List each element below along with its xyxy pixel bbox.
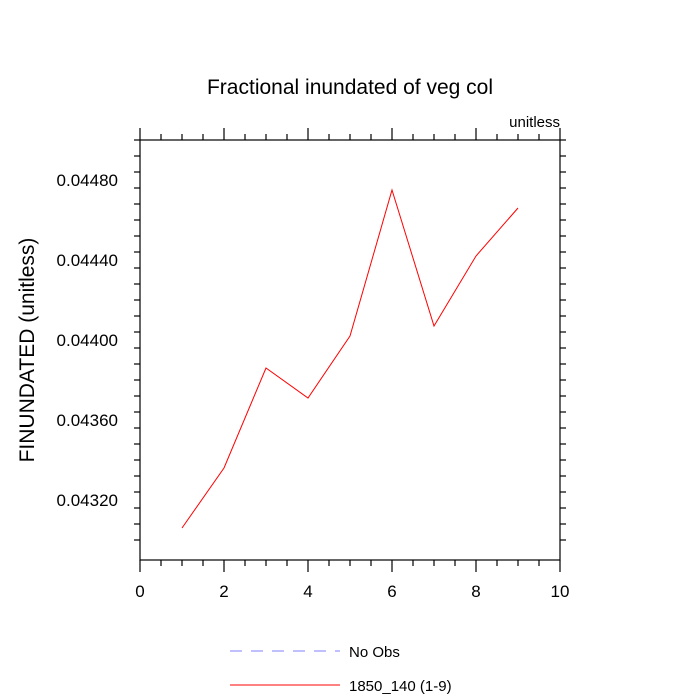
chart-title: Fractional inundated of veg col: [207, 76, 493, 99]
plot-frame: [139, 139, 561, 561]
legend: No Obs 1850_140 (1-9): [230, 644, 452, 695]
x-axis-ticks: 0 2 4 6 8 10: [135, 128, 569, 601]
series-line: [181, 188, 519, 529]
x-tick-label: 4: [303, 582, 312, 601]
legend-label: No Obs: [349, 644, 400, 661]
y-tick-label: 0.04360: [57, 411, 118, 430]
x-tick-label: 10: [551, 582, 570, 601]
series-layer: [181, 188, 519, 529]
y-axis-label: FINUNDATED (unitless): [16, 238, 39, 463]
units-label: unitless: [509, 114, 560, 131]
x-tick-label: 6: [387, 582, 396, 601]
y-tick-label: 0.04480: [57, 171, 118, 190]
x-tick-label: 0: [135, 582, 144, 601]
y-tick-label: 0.04440: [57, 251, 118, 270]
x-tick-label: 8: [471, 582, 480, 601]
y-tick-label: 0.04320: [57, 491, 118, 510]
y-axis-ticks: 0.04320 0.04360 0.04400 0.04440 0.04480: [57, 139, 566, 541]
y-tick-label: 0.04400: [57, 331, 118, 350]
x-tick-label: 2: [219, 582, 228, 601]
legend-label: 1850_140 (1-9): [349, 678, 452, 695]
